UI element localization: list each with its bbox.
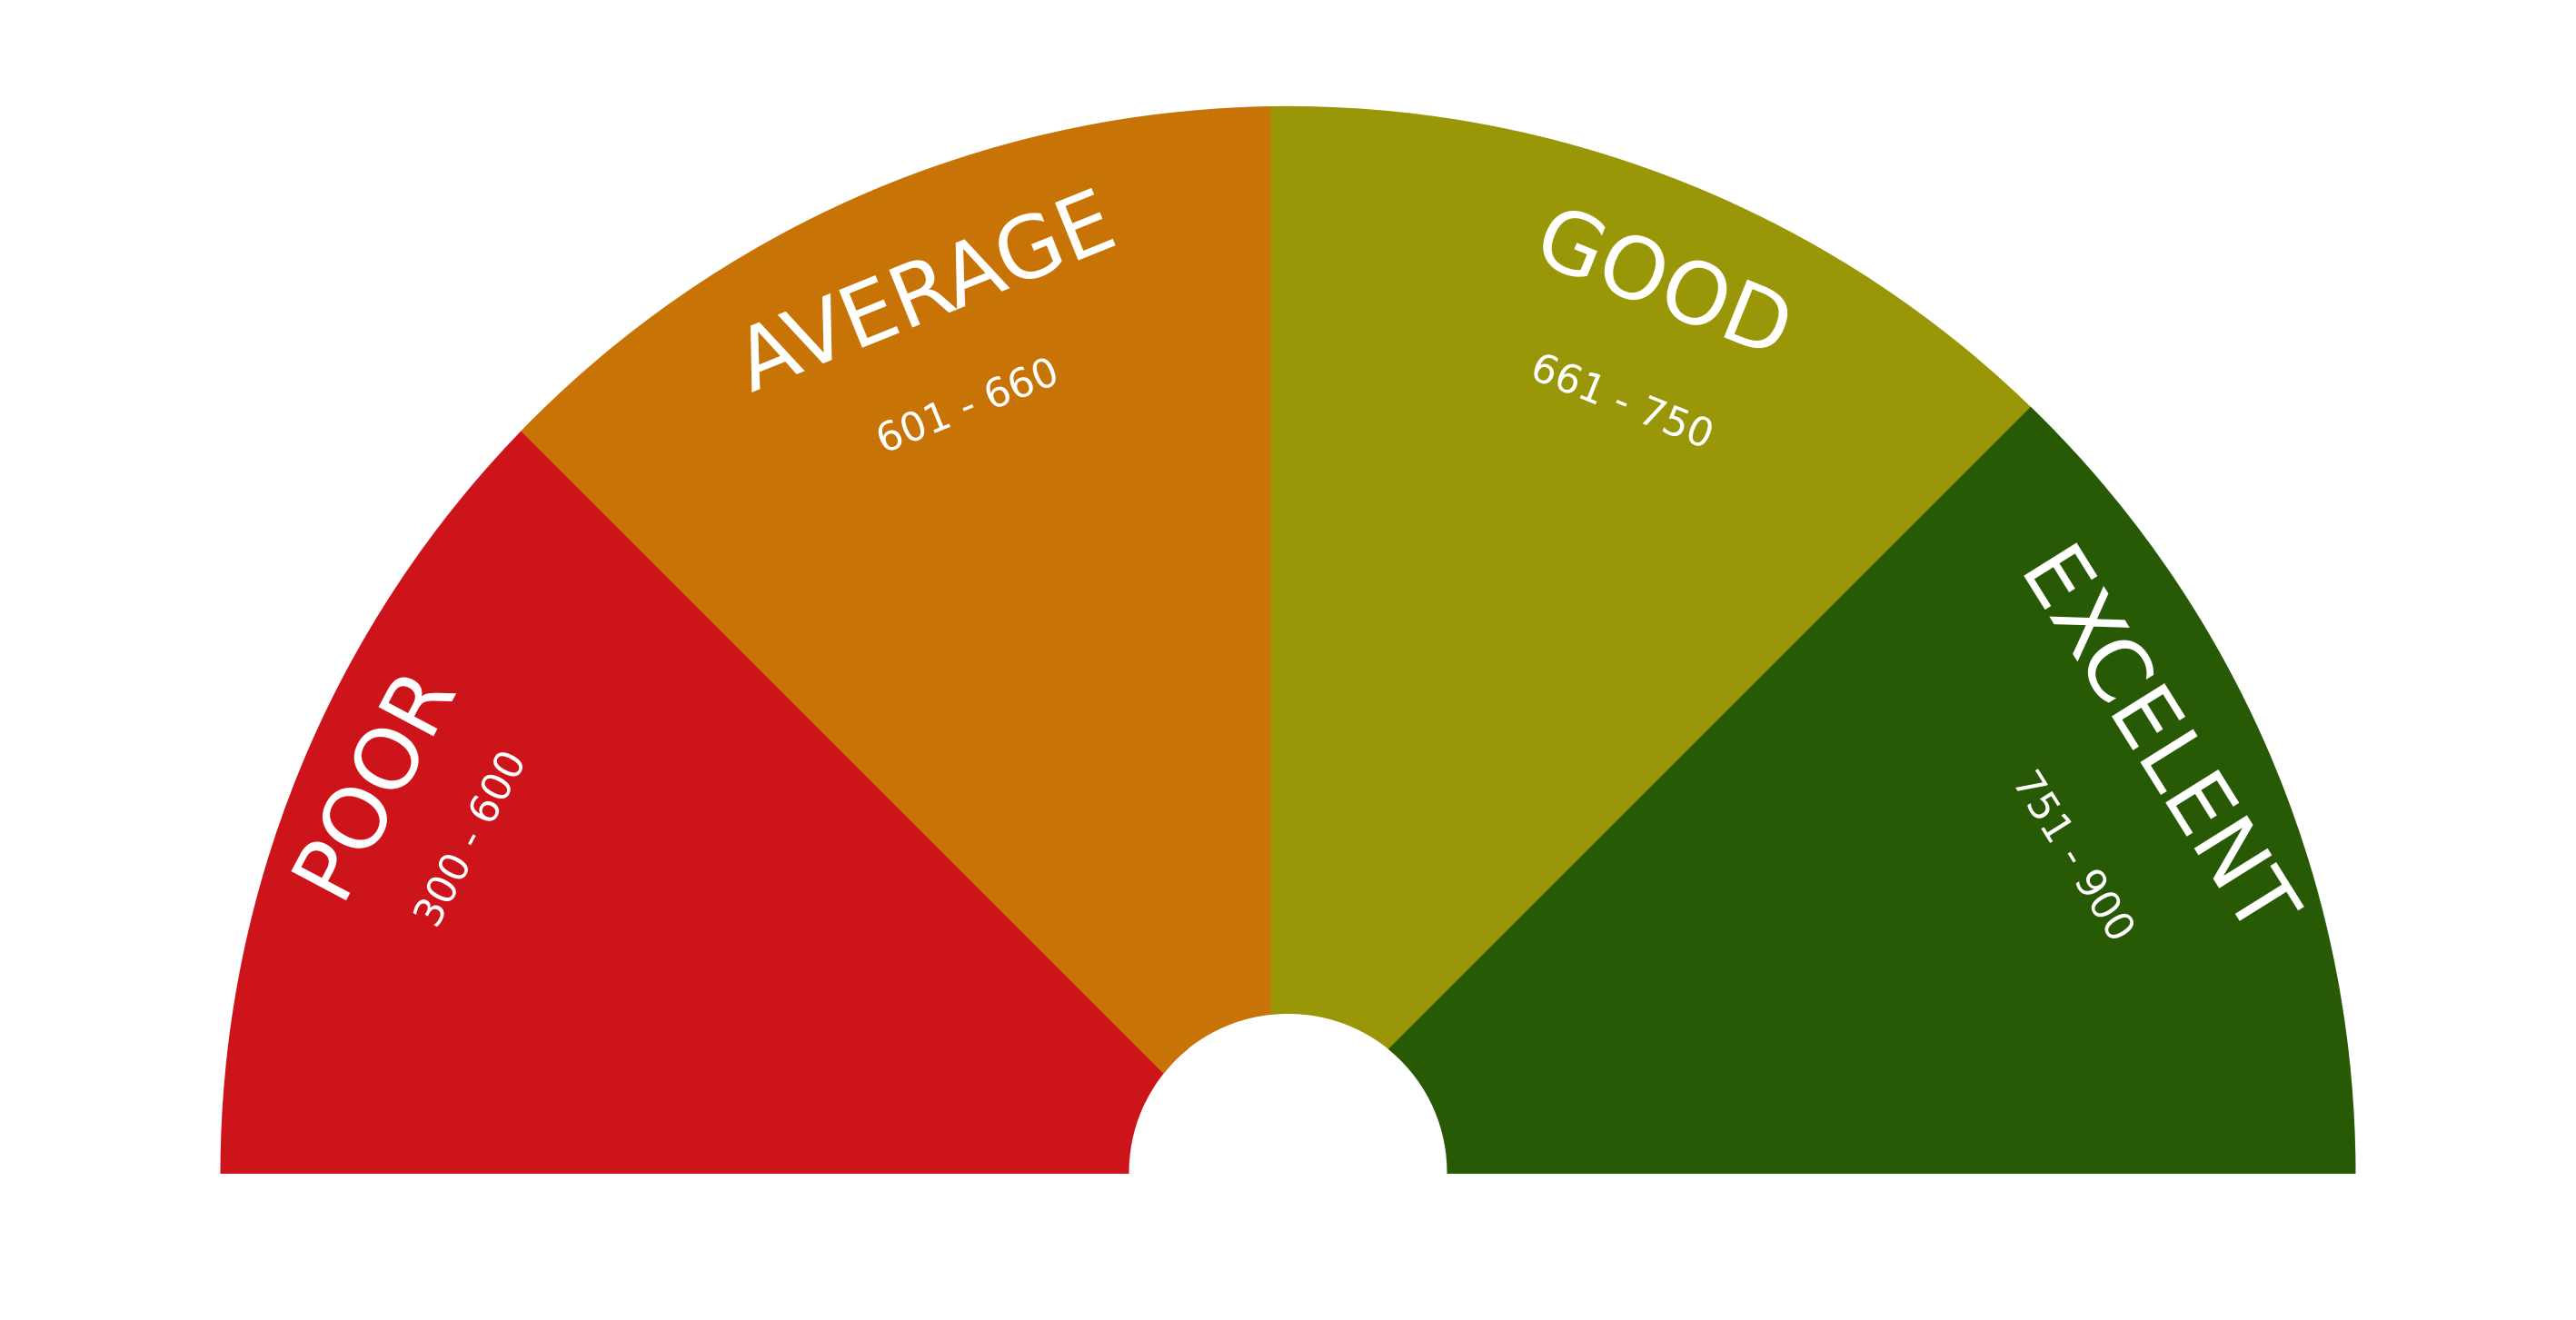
- segment-good-arc: [1270, 105, 2055, 1074]
- segment-poor: POOR 300 - 600: [220, 406, 1189, 1175]
- segment-excelent: EXCELENT 751 - 900: [1387, 406, 2356, 1175]
- segment-good: GOOD 661 - 750: [1270, 105, 2055, 1074]
- segment-excelent-arc: [1387, 406, 2356, 1175]
- segment-average-arc: [521, 105, 1306, 1074]
- segment-poor-arc: [220, 406, 1189, 1175]
- segment-average: AVERAGE 601 - 660: [521, 105, 1306, 1074]
